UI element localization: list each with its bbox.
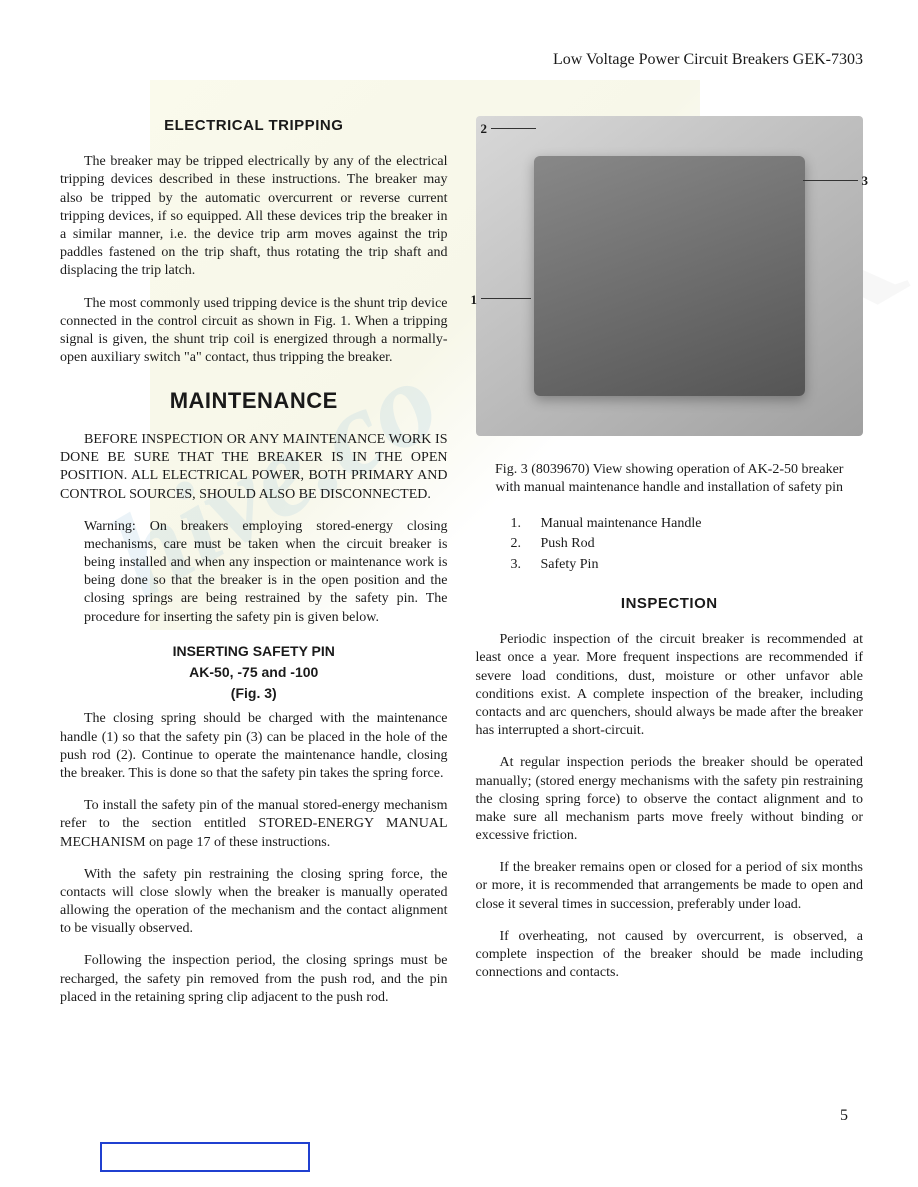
parts-list-item: 1. Manual maintenance Handle [511,515,864,533]
paragraph: The breaker may be tripped electrically … [60,153,448,280]
warning-block: Warning: On breakers employing stored-en… [84,518,448,627]
left-column: ELECTRICAL TRIPPING The breaker may be t… [60,116,448,1021]
paragraph: If overheating, not caused by overcurren… [476,928,864,983]
paragraph: The most commonly used tripping device i… [60,295,448,368]
part-number: 1. [511,515,541,533]
page-number: 5 [840,1106,848,1127]
paragraph: BEFORE INSPECTION OR ANY MAINTENANCE WOR… [60,431,448,504]
page-content: Low Voltage Power Circuit Breakers GEK-7… [60,50,863,1021]
right-column: 1 2 3 Fig. 3 (8039670) View showing oper… [476,116,864,1021]
page-header: Low Voltage Power Circuit Breakers GEK-7… [60,50,863,71]
paragraph: Periodic inspection of the circuit break… [476,631,864,740]
parts-list: 1. Manual maintenance Handle 2. Push Rod… [511,515,864,574]
paragraph: If the breaker remains open or closed fo… [476,859,864,914]
part-label: Safety Pin [541,556,599,574]
parts-list-item: 3. Safety Pin [511,556,864,574]
part-label: Push Rod [541,535,595,553]
part-label: Manual maintenance Handle [541,515,702,533]
heading-electrical-tripping: ELECTRICAL TRIPPING [60,116,448,136]
parts-list-item: 2. Push Rod [511,535,864,553]
blue-rectangle-annotation [100,1142,310,1172]
figure-leader-line [491,128,536,129]
header-title: Low Voltage Power Circuit Breakers GEK-7… [553,51,863,68]
figure-callout-1: 1 [471,292,478,309]
part-number: 3. [511,556,541,574]
figure-device-shape [534,156,805,396]
heading-maintenance: MAINTENANCE [60,387,448,416]
two-column-layout: ELECTRICAL TRIPPING The breaker may be t… [60,116,863,1021]
paragraph: At regular inspection periods the breake… [476,754,864,845]
paragraph-warning: Warning: On breakers employing stored-en… [84,518,448,627]
figure-3-image: 1 2 3 [476,116,864,436]
figure-callout-2: 2 [481,121,488,138]
figure-callout-3: 3 [862,173,869,190]
figure-leader-line [803,180,858,181]
paragraph: The closing spring should be charged wit… [60,710,448,783]
heading-inspection: INSPECTION [476,594,864,614]
paragraph: Following the inspection period, the clo… [60,952,448,1007]
figure-leader-line [481,298,531,299]
figure-3-caption: Fig. 3 (8039670) View showing operation … [476,461,864,497]
subheading-safety-pin: INSERTING SAFETY PIN [60,642,448,660]
paragraph: With the safety pin restraining the clos… [60,866,448,939]
subheading-models: AK-50, -75 and -100 [60,663,448,681]
subheading-fig-ref: (Fig. 3) [60,684,448,702]
part-number: 2. [511,535,541,553]
paragraph: To install the safety pin of the manual … [60,797,448,852]
